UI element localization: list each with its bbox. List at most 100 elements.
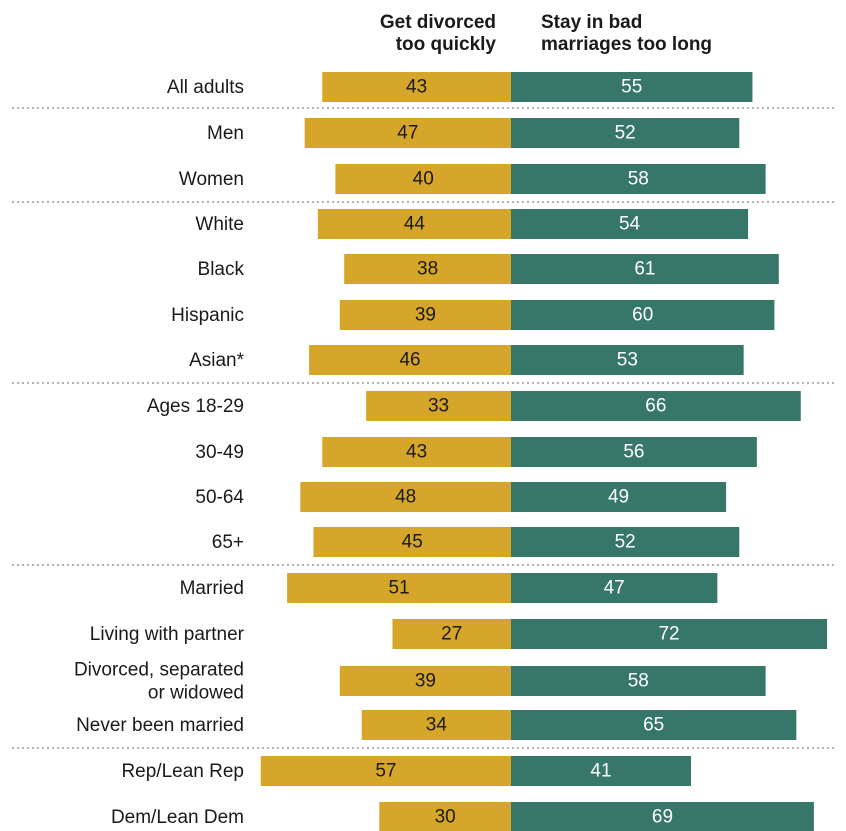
- bar-stay-in-bad-marriage-women: [511, 164, 766, 194]
- value-label-stay-in-bad-marriage-asian: 53: [617, 350, 638, 371]
- row-label-line: Hispanic: [171, 305, 244, 326]
- row-label-white: White: [195, 214, 244, 235]
- bar-get-divorced-hispanic: [339, 300, 511, 330]
- value-label-get-divorced-rep-lean-rep: 57: [375, 761, 396, 782]
- row-label-married: Married: [180, 578, 244, 599]
- value-label-get-divorced-white: 44: [404, 214, 426, 235]
- row-label-line: Married: [180, 578, 244, 599]
- row-label-line: Living with partner: [90, 624, 245, 645]
- bar-get-divorced-men: [304, 118, 511, 148]
- value-label-stay-in-bad-marriage-women: 58: [628, 169, 649, 190]
- bar-get-divorced-ages-18-29: [366, 391, 511, 421]
- row-label-living-with-partner: Living with partner: [90, 624, 245, 645]
- value-label-stay-in-bad-marriage-white: 54: [619, 214, 641, 235]
- value-label-get-divorced-65: 45: [402, 532, 423, 553]
- bar-stay-in-bad-marriage-white: [511, 209, 749, 239]
- row-label-line: Women: [179, 169, 244, 190]
- row-label-women: Women: [179, 169, 244, 190]
- value-label-stay-in-bad-marriage-30-49: 56: [623, 442, 644, 463]
- value-label-stay-in-bad-marriage-dem-lean-dem: 69: [652, 807, 673, 828]
- header-right-line-1: Stay in bad: [541, 12, 643, 33]
- value-label-get-divorced-dem-lean-dem: 30: [435, 807, 456, 828]
- row-label-line: All adults: [167, 77, 244, 98]
- row-label-all-adults: All adults: [167, 77, 244, 98]
- value-label-stay-in-bad-marriage-living-with-partner: 72: [658, 624, 679, 645]
- bar-get-divorced-women: [335, 164, 511, 194]
- value-label-get-divorced-women: 40: [413, 169, 434, 190]
- bar-stay-in-bad-marriage-65: [511, 527, 740, 557]
- row-label-line: Dem/Lean Dem: [111, 807, 244, 828]
- value-label-stay-in-bad-marriage-divorced-separated-or-widowed: 58: [628, 671, 649, 692]
- bar-get-divorced-married: [287, 573, 511, 603]
- header-left-line-1: Get divorced: [379, 12, 496, 33]
- value-label-get-divorced-never-been-married: 34: [426, 715, 448, 736]
- row-label-line: 50-64: [195, 487, 244, 508]
- header-right-line-2: marriages too long: [541, 34, 713, 55]
- row-label-line: Divorced, separated: [74, 659, 244, 680]
- value-label-stay-in-bad-marriage-black: 61: [634, 259, 655, 280]
- header-stay-in-bad-marriages: Stay in bad marriages too long: [541, 12, 712, 56]
- bar-stay-in-bad-marriage-married: [511, 573, 718, 603]
- row-label-never-been-married: Never been married: [76, 715, 244, 736]
- bar-get-divorced-rep-lean-rep: [260, 756, 511, 786]
- value-label-get-divorced-hispanic: 39: [415, 305, 436, 326]
- value-label-stay-in-bad-marriage-50-64: 49: [608, 487, 629, 508]
- value-label-get-divorced-all-adults: 43: [406, 77, 427, 98]
- row-label-ages-18-29: Ages 18-29: [147, 396, 244, 417]
- value-label-stay-in-bad-marriage-never-been-married: 65: [643, 715, 664, 736]
- value-label-get-divorced-50-64: 48: [395, 487, 416, 508]
- row-label-line: Asian*: [189, 350, 245, 371]
- header-get-divorced-too-quickly: Get divorced too quickly: [380, 12, 496, 56]
- value-label-stay-in-bad-marriage-65: 52: [615, 532, 636, 553]
- value-label-stay-in-bad-marriage-ages-18-29: 66: [645, 396, 666, 417]
- bar-stay-in-bad-marriage-rep-lean-rep: [511, 756, 691, 786]
- row-label-dem-lean-dem: Dem/Lean Dem: [111, 807, 244, 828]
- bar-get-divorced-all-adults: [322, 72, 511, 102]
- bar-stay-in-bad-marriage-50-64: [511, 482, 727, 512]
- value-label-stay-in-bad-marriage-all-adults: 55: [621, 77, 642, 98]
- row-label-50-64: 50-64: [195, 487, 244, 508]
- bar-get-divorced-never-been-married: [361, 710, 511, 740]
- bar-get-divorced-65: [313, 527, 511, 557]
- value-label-get-divorced-ages-18-29: 33: [428, 396, 449, 417]
- row-label-rep-lean-rep: Rep/Lean Rep: [121, 761, 244, 782]
- bar-stay-in-bad-marriage-living-with-partner: [511, 619, 828, 649]
- bar-get-divorced-30-49: [322, 437, 511, 467]
- bar-get-divorced-white: [317, 209, 511, 239]
- value-label-stay-in-bad-marriage-hispanic: 60: [632, 305, 653, 326]
- row-label-30-49: 30-49: [195, 442, 244, 463]
- row-label-line: Men: [207, 123, 244, 144]
- row-label-line: 65+: [212, 532, 244, 553]
- value-label-get-divorced-divorced-separated-or-widowed: 39: [415, 671, 436, 692]
- bar-stay-in-bad-marriage-ages-18-29: [511, 391, 801, 421]
- row-label-men: Men: [207, 123, 244, 144]
- bar-get-divorced-50-64: [300, 482, 511, 512]
- bar-get-divorced-dem-lean-dem: [379, 802, 511, 831]
- value-label-stay-in-bad-marriage-married: 47: [604, 578, 625, 599]
- bar-stay-in-bad-marriage-men: [511, 118, 740, 148]
- row-label-65: 65+: [212, 532, 244, 553]
- bar-get-divorced-black: [344, 254, 511, 284]
- bar-stay-in-bad-marriage-all-adults: [511, 72, 753, 102]
- row-label-line: or widowed: [148, 682, 244, 703]
- bar-get-divorced-asian: [309, 345, 511, 375]
- value-label-stay-in-bad-marriage-rep-lean-rep: 41: [590, 761, 611, 782]
- row-label-asian: Asian*: [189, 350, 245, 371]
- value-label-get-divorced-asian: 46: [399, 350, 420, 371]
- row-label-line: White: [195, 214, 244, 235]
- row-label-line: Ages 18-29: [147, 396, 244, 417]
- bar-stay-in-bad-marriage-30-49: [511, 437, 757, 467]
- bar-stay-in-bad-marriage-black: [511, 254, 779, 284]
- bar-stay-in-bad-marriage-asian: [511, 345, 744, 375]
- value-label-get-divorced-30-49: 43: [406, 442, 427, 463]
- value-label-get-divorced-married: 51: [388, 578, 409, 599]
- value-label-get-divorced-living-with-partner: 27: [441, 624, 462, 645]
- row-label-divorced-separated-or-widowed: Divorced, separated or widowed: [74, 659, 244, 703]
- row-label-line: Rep/Lean Rep: [121, 761, 244, 782]
- bar-stay-in-bad-marriage-dem-lean-dem: [511, 802, 814, 831]
- value-label-get-divorced-black: 38: [417, 259, 438, 280]
- bar-stay-in-bad-marriage-divorced-separated-or-widowed: [511, 666, 766, 696]
- row-label-line: Black: [198, 259, 245, 280]
- bar-stay-in-bad-marriage-hispanic: [511, 300, 775, 330]
